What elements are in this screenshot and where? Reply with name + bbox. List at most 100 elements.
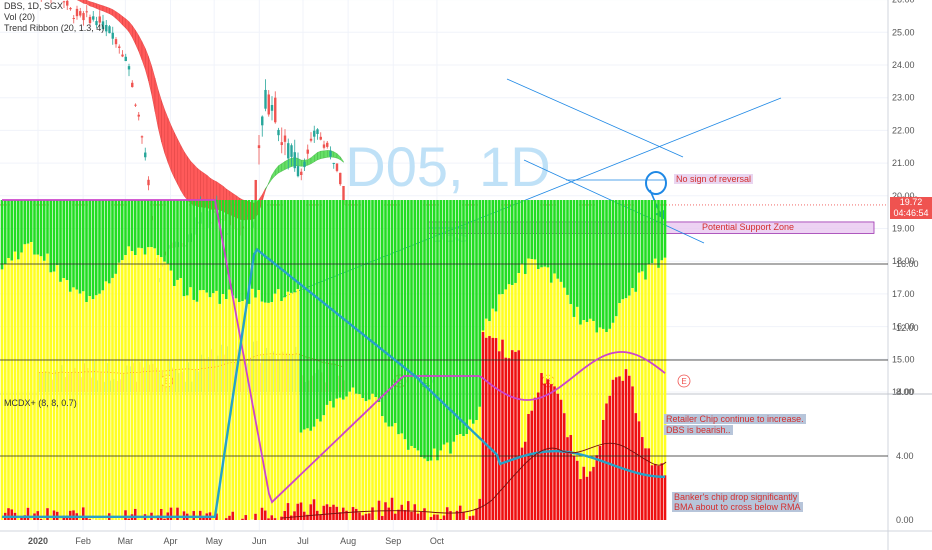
mcdx-banker-bar [471,515,475,520]
mcdx-banker-bar [163,518,166,520]
mcdx-retailer-bar [33,200,36,255]
mcdx-hotmoney-bar [416,450,420,514]
mcdx-hotmoney-bar [562,287,566,414]
mcdx-retailer-bar [406,200,410,450]
legend-mcdx[interactable]: MCDX+ (8, 8, 0.7) [4,398,77,408]
annotation-retailer-2: DBS is bearish.. [664,425,733,435]
mcdx-hotmoney-bar [49,272,53,520]
mcdx-banker-bar [530,410,534,520]
mcdx-banker-bar [241,518,244,520]
mcdx-tick-label: 16.00 [896,259,919,269]
mcdx-banker-bar [345,510,348,520]
mcdx-hotmoney-bar [137,247,140,520]
mcdx-banker-bar [46,508,49,520]
mcdx-retailer-bar [465,200,469,435]
candle-body [137,114,140,117]
mcdx-banker-bar [26,507,30,520]
candle-body [118,46,121,48]
mcdx-hotmoney-bar [501,294,504,340]
price-tick-label: 16.00 [892,322,915,332]
mcdx-hotmoney-bar [85,302,88,518]
mcdx-retailer-bar [7,200,10,258]
mcdx-banker-bar [436,514,439,520]
mcdx-retailer-bar [319,200,322,422]
mcdx-hotmoney-bar [410,445,413,512]
mcdx-banker-bar [159,508,163,520]
mcdx-hotmoney-bar [367,399,371,514]
mcdx-banker-bar [124,510,127,520]
mcdx-retailer-bar [322,200,326,416]
mcdx-retailer-bar [75,200,79,290]
candle-body [257,145,261,149]
mcdx-hotmoney-bar [462,436,465,513]
mcdx-hotmoney-bar [104,281,108,520]
mcdx-retailer-bar [605,200,608,333]
mcdx-hotmoney-bar [185,295,189,514]
mcdx-banker-bar [621,380,625,520]
trend-ribbon-segment [89,1,94,8]
mcdx-retailer-bar [332,200,335,408]
mcdx-hotmoney-bar [286,291,290,504]
mcdx-hotmoney-bar [579,324,582,480]
mcdx-hotmoney-bar [150,247,153,513]
mcdx-hotmoney-bar [465,434,469,520]
candle-body [261,116,264,126]
mcdx-hotmoney-bar [345,396,348,511]
candle-body [111,32,114,39]
mcdx-hotmoney-bar [3,264,7,513]
mcdx-retailer-bar [237,200,241,303]
mcdx-hotmoney-bar [449,453,452,512]
mcdx-hotmoney-bar [215,290,218,514]
mcdx-banker-bar [322,505,326,520]
mcdx-banker-ma-line [281,442,667,519]
mcdx-hotmoney-bar [559,281,563,400]
time-tick-label: Sep [385,536,401,546]
mcdx-retailer-bar [299,200,303,433]
event-marker-label: E [681,377,686,386]
mcdx-hotmoney-bar [631,288,634,387]
mcdx-hotmoney-bar [543,266,547,384]
mcdx-retailer-bar [627,200,631,296]
mcdx-banker-bar [504,357,508,520]
mcdx-banker-bar [439,519,443,520]
mcdx-retailer-bar [419,200,423,458]
annotation-no-reversal: No sign of reversal [674,174,754,184]
legend-trend-ribbon[interactable]: Trend Ribbon (20, 1.3, 4) [4,23,105,33]
mcdx-hotmoney-bar [146,247,150,521]
mcdx-retailer-bar [543,200,547,267]
trend-ribbon-segment [174,132,178,185]
candle-body [264,89,267,109]
trend-ribbon-segment [99,4,104,12]
mcdx-retailer-bar [182,200,186,297]
candle-body [85,11,88,13]
price-tick-label: 18.00 [892,256,915,266]
mcdx-retailer-bar [81,200,85,292]
candle-body [82,13,85,21]
mcdx-retailer-bar [124,200,127,256]
mcdx-bars [0,200,667,521]
mcdx-retailer-bar [280,200,283,302]
candle-body [267,94,270,115]
mcdx-hotmoney-bar [218,303,222,520]
mcdx-banker-bar [507,358,511,520]
mcdx-hotmoney-bar [172,285,176,520]
mcdx-retailer-bar [562,200,566,288]
mcdx-hotmoney-bar [309,430,313,505]
mcdx-retailer-bar [660,200,664,261]
mcdx-hotmoney-bar [419,457,423,512]
legend-volume[interactable]: Vol (20) [4,12,36,22]
mcdx-retailer-bar [257,200,261,291]
mcdx-banker-bar [663,475,667,520]
mcdx-hotmoney-bar [120,260,124,520]
legend-symbol[interactable]: DBS, 1D, SGX [4,1,64,11]
mcdx-retailer-bar [211,200,215,294]
mcdx-retailer-bar [397,200,400,435]
mcdx-banker-bar [475,508,478,520]
mcdx-banker-bar [7,508,10,520]
mcdx-banker-bar [419,511,423,520]
annotation-retailer-1: Retailer Chip continue to increase. [664,414,806,424]
mcdx-retailer-bar [481,200,485,331]
mcdx-hotmoney-bar [55,265,59,512]
mcdx-hotmoney-bar [520,263,524,448]
